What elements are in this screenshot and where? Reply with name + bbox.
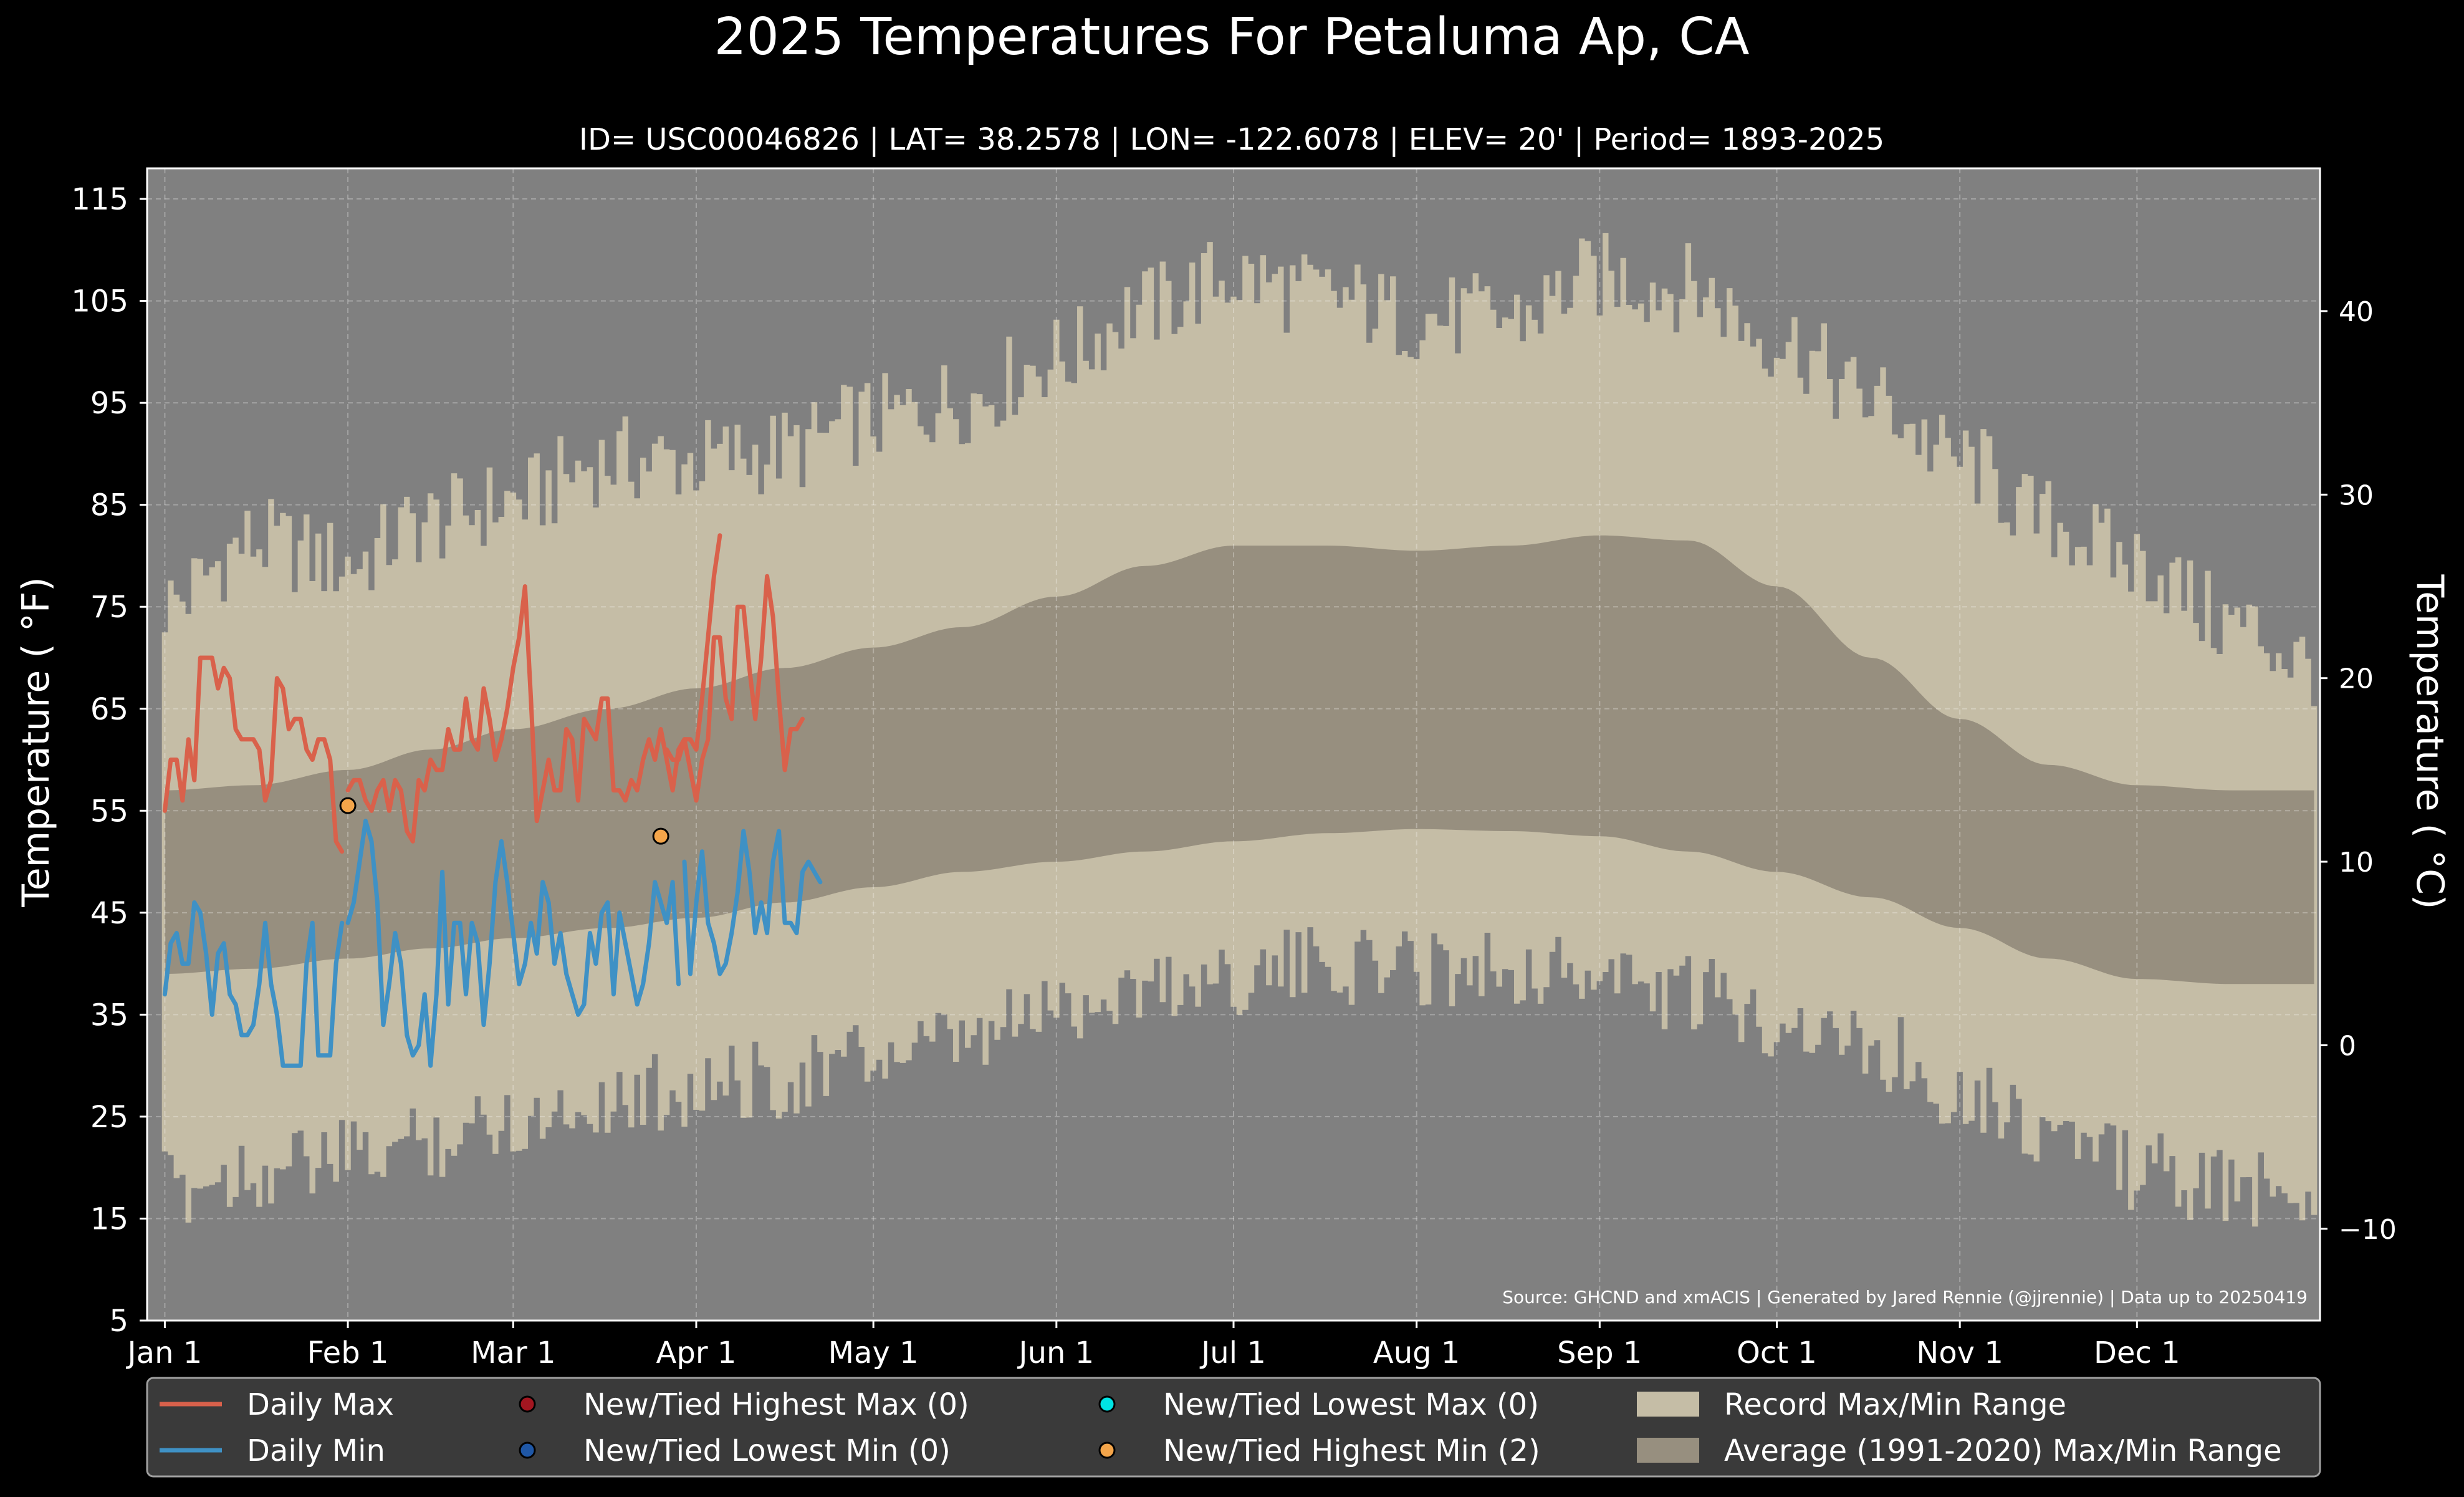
- x-tick-label: Apr 1: [656, 1336, 737, 1370]
- legend-label: Daily Max: [247, 1387, 394, 1422]
- legend-label: Record Max/Min Range: [1724, 1387, 2066, 1422]
- y-tick-label: 115: [71, 182, 128, 217]
- y-axis-label-right: Temperature ( °C): [2408, 574, 2452, 910]
- y-right-tick-label: 10: [2339, 847, 2374, 878]
- x-tick-label: Jan 1: [126, 1336, 203, 1370]
- daily-min-line: [345, 819, 681, 1068]
- x-tick-label: Feb 1: [307, 1336, 389, 1370]
- x-tick-label: Jun 1: [1017, 1336, 1094, 1370]
- x-tick-label: Dec 1: [2094, 1336, 2180, 1370]
- daily-max-line: [664, 574, 805, 803]
- x-tick-label: Nov 1: [1916, 1336, 2003, 1370]
- legend-label: New/Tied Lowest Max (0): [1163, 1387, 1539, 1422]
- y-right-tick-label: 20: [2339, 663, 2374, 695]
- legend-label: Daily Min: [247, 1433, 385, 1468]
- legend-swatch-patch: [1637, 1392, 1699, 1417]
- x-tick-label: May 1: [828, 1336, 919, 1370]
- y-tick-label: 5: [109, 1304, 128, 1339]
- daily-min-line: [682, 829, 823, 976]
- legend-label: New/Tied Lowest Min (0): [583, 1433, 951, 1468]
- y-tick-label: 35: [90, 998, 128, 1032]
- x-tick-label: Jul 1: [1199, 1336, 1266, 1370]
- y-right-tick-label: 40: [2339, 296, 2374, 328]
- legend-swatch-patch: [1637, 1438, 1699, 1463]
- y-tick-label: 15: [90, 1201, 128, 1236]
- x-tick-label: Aug 1: [1373, 1336, 1460, 1370]
- y-tick-label: 95: [90, 386, 128, 421]
- chart-title: 2025 Temperatures For Petaluma Ap, CA: [714, 7, 1749, 67]
- x-tick-label: Mar 1: [471, 1336, 555, 1370]
- y-right-tick-label: 30: [2339, 479, 2374, 511]
- y-tick-label: 55: [90, 794, 128, 829]
- legend-label: New/Tied Highest Min (2): [1163, 1433, 1540, 1468]
- x-tick-label: Sep 1: [1557, 1336, 1642, 1370]
- legend-swatch-dot: [519, 1395, 536, 1413]
- x-tick-label: Oct 1: [1737, 1336, 1817, 1370]
- legend: Daily Max Daily Min New/Tied Highest Max (…: [146, 1377, 2321, 1478]
- plot-area: Source: GHCND and xmACIS | Generated by …: [71, 167, 2397, 1370]
- new-highest-min-marker: [339, 797, 357, 814]
- chart-subtitle: ID= USC00046826 | LAT= 38.2578 | LON= -1…: [579, 122, 1884, 157]
- y-tick-label: 75: [90, 590, 128, 625]
- y-tick-label: 45: [90, 896, 128, 931]
- y-axis-label-left: Temperature ( °F): [14, 577, 58, 908]
- daily-max-line: [162, 655, 345, 854]
- y-tick-label: 65: [90, 692, 128, 727]
- legend-box: [146, 1377, 2321, 1478]
- y-right-tick-label: 0: [2339, 1030, 2356, 1062]
- y-tick-label: 105: [71, 284, 128, 319]
- y-right-tick-label: −10: [2339, 1214, 2397, 1246]
- legend-swatch-dot: [519, 1442, 536, 1459]
- y-tick-label: 85: [90, 488, 128, 523]
- source-note: Source: GHCND and xmACIS | Generated by …: [1502, 1287, 2308, 1307]
- legend-label: Average (1991-2020) Max/Min Range: [1724, 1433, 2282, 1468]
- daily-min-line: [162, 900, 345, 1068]
- legend-swatch-dot: [1098, 1442, 1116, 1459]
- new-highest-min-marker: [652, 827, 669, 845]
- legend-swatch-dot: [1098, 1395, 1116, 1413]
- daily-max-line: [345, 533, 722, 844]
- y-tick-label: 25: [90, 1100, 128, 1135]
- legend-label: New/Tied Highest Max (0): [583, 1387, 969, 1422]
